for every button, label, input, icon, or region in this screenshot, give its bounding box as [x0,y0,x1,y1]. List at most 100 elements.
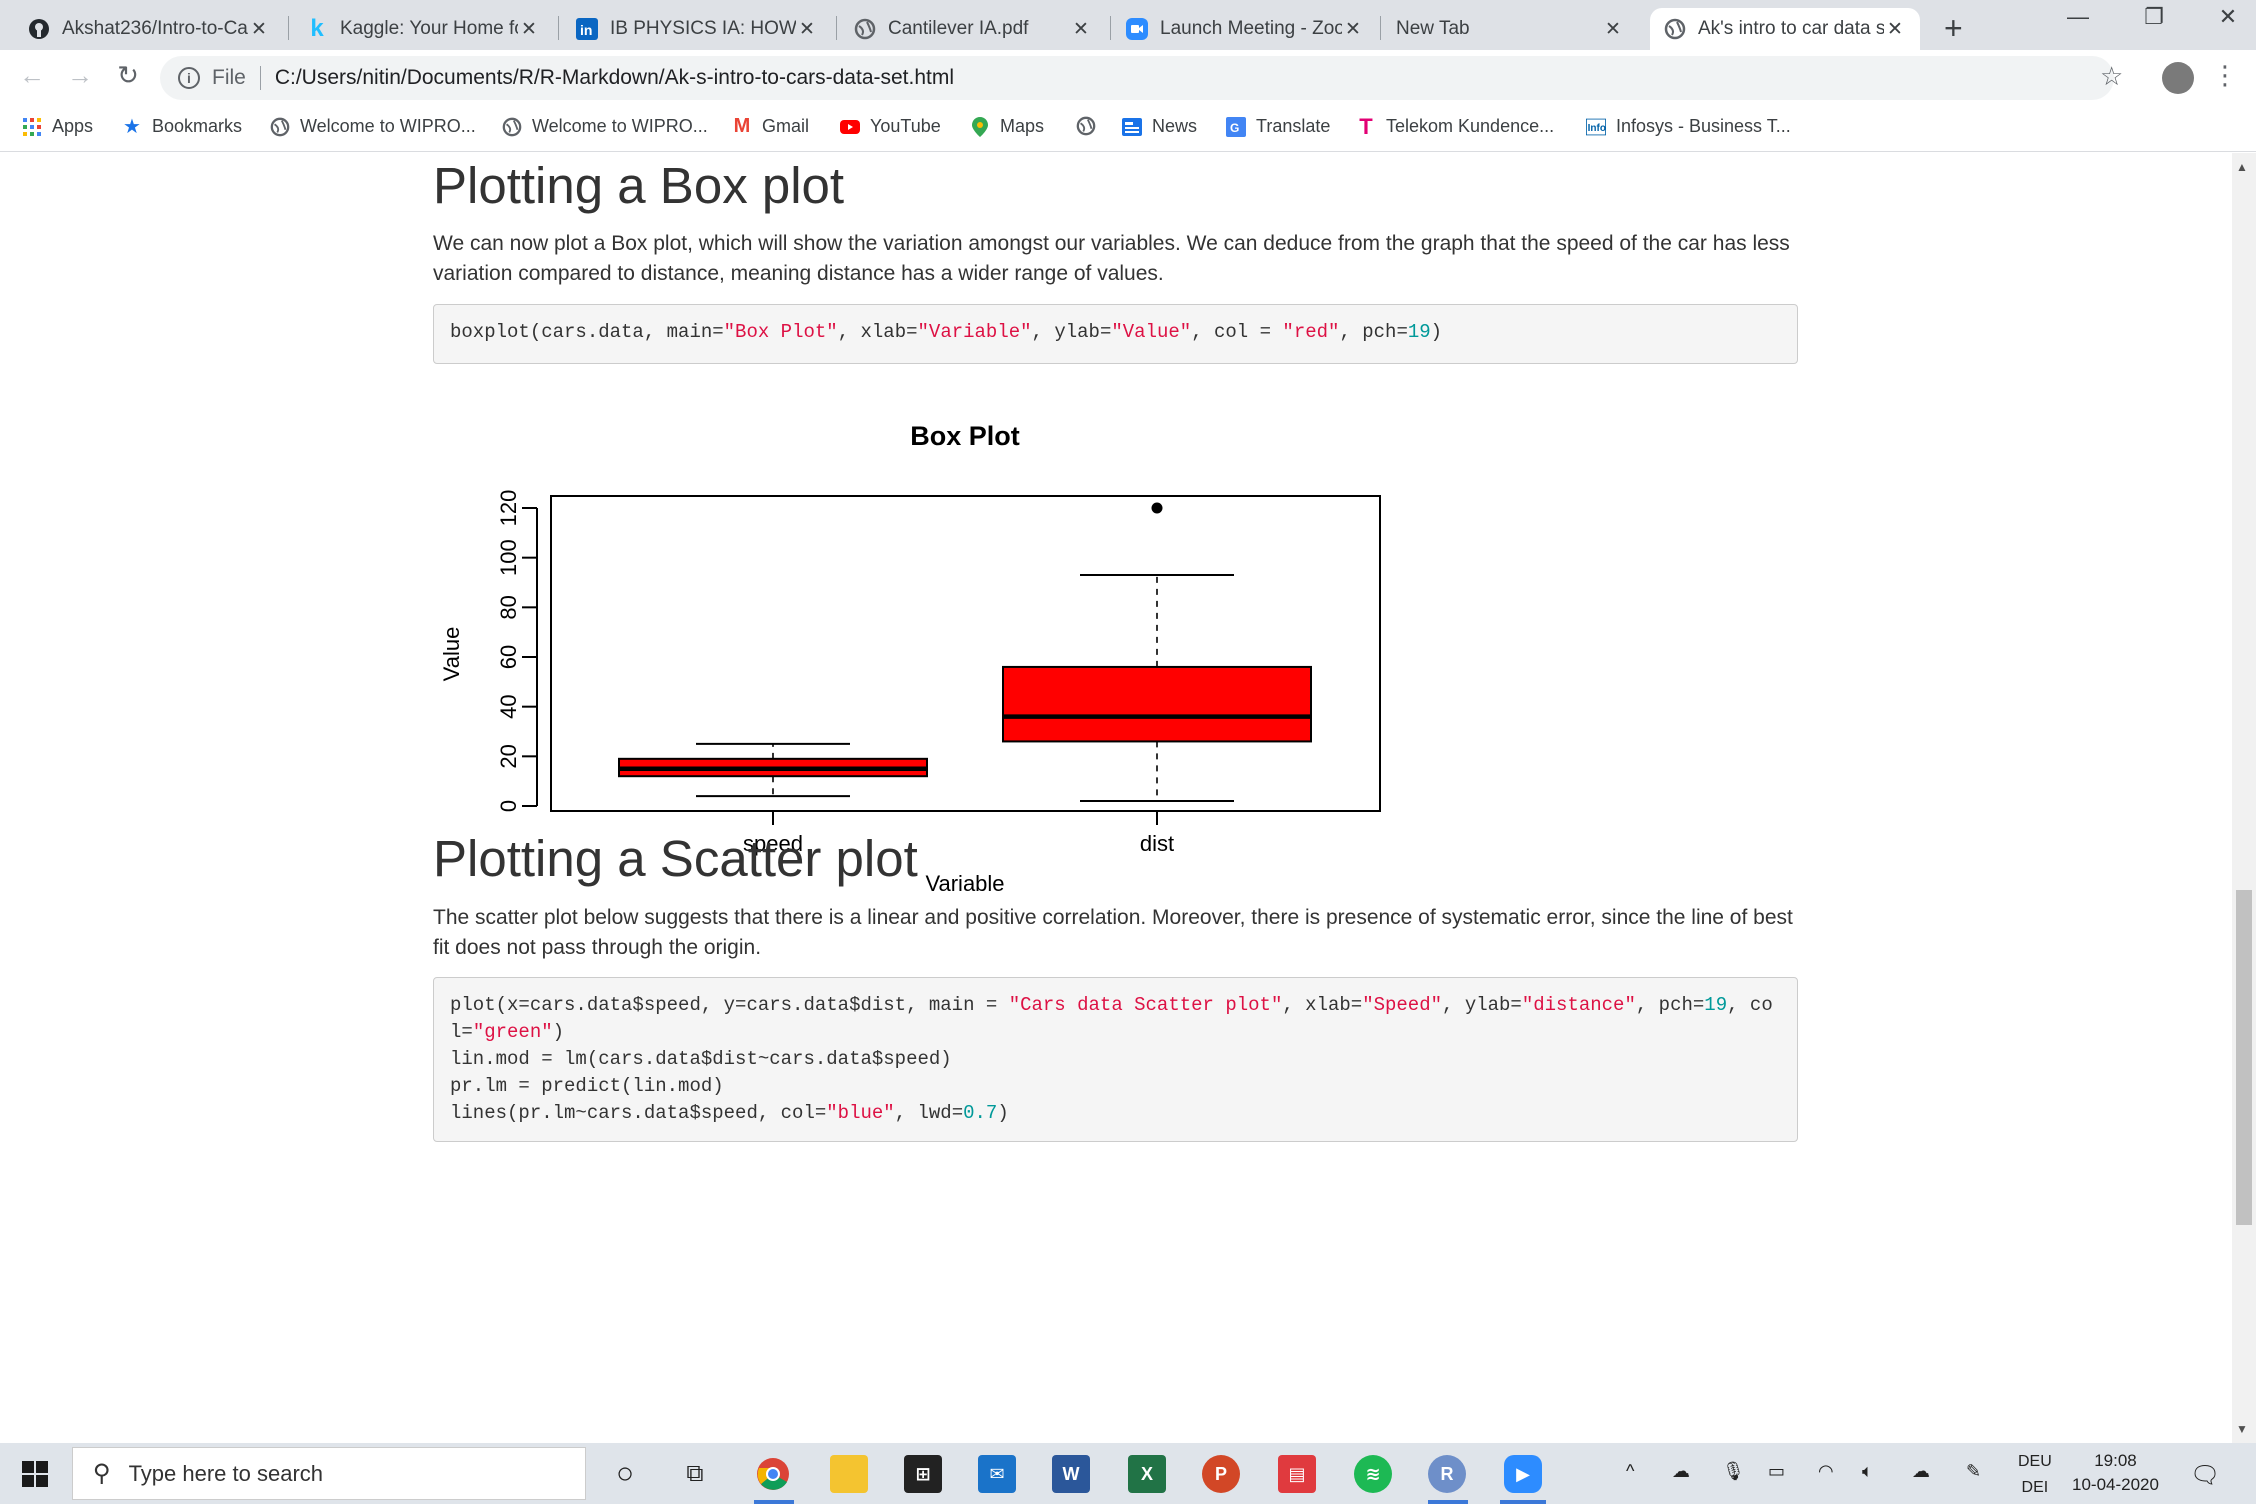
windows-taskbar: ⚲ Type here to search ○ ⧉ ⊞ ✉ W X P ▤ ≋ … [0,1443,2256,1504]
chrome-icon[interactable] [754,1455,792,1493]
system-clock[interactable]: 19:08 10-04-2020 [2072,1449,2159,1497]
scrollbar-thumb[interactable] [2236,890,2252,1225]
box-dist [1002,502,1312,803]
close-icon[interactable]: ✕ [1345,18,1361,40]
bookmark-telekom[interactable]: T Telekom Kundence... [1356,113,1554,139]
restore-icon[interactable]: ❐ [2144,4,2164,29]
code-string: "Speed" [1362,994,1443,1016]
forward-arrow-icon[interactable]: → [67,60,93,90]
bookmark-star-icon[interactable]: ☆ [2100,61,2124,91]
scatter-code-block[interactable]: plot(x=cars.data$speed, y=cars.data$dist… [433,977,1798,1142]
battery-icon[interactable]: ▭ [1768,1461,1786,1481]
task-view-icon[interactable]: ⧉ [686,1460,704,1487]
r-icon[interactable]: R [1428,1455,1466,1493]
chrome-active-indicator [754,1500,794,1504]
search-placeholder: Type here to search [128,1460,324,1486]
excel-icon[interactable]: X [1128,1455,1166,1493]
minimize-icon[interactable]: — [2067,4,2089,29]
cortana-icon[interactable]: ○ [615,1457,635,1490]
boxplot-code-block[interactable]: boxplot(cars.data, main="Box Plot", xlab… [433,304,1798,364]
info-icon[interactable]: i [178,67,200,89]
code-text: , ylab= [1031,321,1112,343]
bookmark-news[interactable]: News [1122,116,1197,137]
y-tick-label: 60 [496,645,521,669]
code-number: 19 [1704,994,1728,1016]
file-explorer-icon[interactable] [830,1455,868,1493]
bookmark-apps[interactable]: Apps [22,116,93,137]
new-tab-plus-icon[interactable]: + [1944,10,1963,46]
globe-icon [502,117,522,137]
news-app-icon[interactable]: ▤ [1278,1455,1316,1493]
x-axis-label: Variable [925,871,1004,896]
bookmark-globe[interactable] [1076,116,1106,136]
tray-chevron-up-icon[interactable]: ^ [1626,1461,1635,1481]
tab-linkedin[interactable]: in IB PHYSICS IA: HOW T ✕ [562,8,832,50]
scroll-up-arrow-icon[interactable]: ▲ [2236,160,2248,174]
window-close-icon[interactable]: ✕ [2218,4,2238,29]
word-icon[interactable]: W [1052,1455,1090,1493]
close-icon[interactable]: ✕ [799,18,815,40]
mail-icon[interactable]: ✉ [978,1455,1016,1493]
powerpoint-icon[interactable]: P [1202,1455,1240,1493]
code-text: , xlab= [1282,994,1363,1016]
close-icon[interactable]: ✕ [1605,18,1621,40]
tab-cantilever[interactable]: Cantilever IA.pdf ✕ [840,8,1106,50]
tab-divider [1380,16,1381,40]
scroll-down-arrow-icon[interactable]: ▼ [2236,1422,2248,1436]
windows-start-icon[interactable] [22,1461,48,1487]
code-text: pr.lm = predict(lin.mod) [450,1075,724,1097]
bookmark-youtube[interactable]: YouTube [840,116,941,137]
bookmark-bookmarks[interactable]: ★ Bookmarks [122,116,242,138]
globe-icon [270,117,290,137]
volume-icon[interactable]: 🔈︎ [1862,1461,1873,1481]
tab-strip: Akshat236/Intro-to-Ca ✕ k Kaggle: Your H… [0,0,2256,50]
cloud-upload-icon[interactable]: ☁ [1912,1461,1930,1481]
pen-icon[interactable]: ✎ [1966,1461,1982,1481]
close-icon[interactable]: ✕ [1887,18,1903,40]
spotify-icon[interactable]: ≋ [1354,1455,1392,1493]
bookmark-translate[interactable]: G Translate [1226,116,1330,137]
close-icon[interactable]: ✕ [1073,18,1089,40]
tab-label: New Tab [1396,18,1470,39]
code-string: "red" [1282,321,1340,343]
bookmark-wipro-2[interactable]: Welcome to WIPRO... [502,116,708,137]
reload-icon[interactable]: ↻ [117,60,139,90]
bookmark-gmail[interactable]: M Gmail [732,115,809,137]
address-bar[interactable]: i File C:/Users/nitin/Documents/R/R-Mark… [160,56,2114,100]
bookmark-label: Maps [1000,116,1045,136]
back-arrow-icon[interactable]: ← [19,60,45,90]
microphone-icon[interactable]: 🎙︎ [1722,1461,1745,1481]
code-string: "blue" [826,1102,895,1124]
tab-new-tab[interactable]: New Tab ✕ [1382,8,1638,50]
zoom-taskbar-icon[interactable]: ▶ [1504,1455,1542,1493]
close-icon[interactable]: ✕ [251,18,267,40]
kaggle-icon: k [310,15,324,42]
chart-title: Box Plot [910,421,1020,451]
tab-github[interactable]: Akshat236/Intro-to-Ca ✕ [14,8,284,50]
box-iqr [1002,665,1312,743]
close-icon[interactable]: ✕ [521,18,537,40]
code-string: "Value" [1111,321,1192,343]
tab-zoom[interactable]: Launch Meeting - Zoo ✕ [1112,8,1378,50]
taskbar-search-input[interactable]: ⚲ Type here to search [72,1447,586,1500]
telekom-icon: T [1359,113,1373,139]
page-scrollbar[interactable] [2232,153,2256,1443]
menu-dots-icon[interactable]: ⋮ [2212,60,2238,90]
bookmark-maps[interactable]: Maps [970,116,1044,137]
code-text: lin.mod = lm(cars.data$dist~cars.data$sp… [450,1048,952,1070]
gmail-icon: M [733,115,751,137]
store-icon[interactable]: ⊞ [904,1455,942,1493]
notifications-icon[interactable]: 🗨︎ [2190,1462,2221,1489]
globe-icon [1076,116,1096,136]
y-tick-label: 100 [496,539,521,576]
onedrive-icon[interactable]: ☁ [1672,1461,1690,1481]
bookmark-wipro-1[interactable]: Welcome to WIPRO... [270,116,476,137]
svg-text:Info: Info [1588,123,1606,134]
tab-kaggle[interactable]: k Kaggle: Your Home fo ✕ [292,8,554,50]
url-text[interactable]: C:/Users/nitin/Documents/R/R-Markdown/Ak… [274,66,955,89]
tab-active-cars[interactable]: Ak's intro to car data s ✕ [1650,8,1920,50]
bookmark-infosys[interactable]: Info Infosys - Business T... [1586,116,1791,137]
wifi-icon[interactable]: ◠ [1818,1461,1834,1481]
profile-avatar[interactable] [2162,62,2194,94]
input-language-indicator[interactable]: DEU DEI [2018,1449,2052,1501]
